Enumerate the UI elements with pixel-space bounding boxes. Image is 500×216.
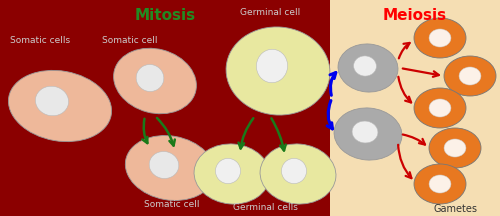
Ellipse shape xyxy=(334,108,402,160)
Ellipse shape xyxy=(8,70,112,142)
Ellipse shape xyxy=(260,144,336,204)
Ellipse shape xyxy=(459,67,481,85)
Ellipse shape xyxy=(36,86,68,116)
Ellipse shape xyxy=(226,27,330,115)
Ellipse shape xyxy=(352,121,378,143)
Ellipse shape xyxy=(414,18,466,58)
Ellipse shape xyxy=(126,135,214,200)
Ellipse shape xyxy=(216,158,240,184)
Ellipse shape xyxy=(256,49,288,83)
Text: Mitosis: Mitosis xyxy=(134,8,196,23)
Ellipse shape xyxy=(338,44,398,92)
Ellipse shape xyxy=(194,144,270,204)
Ellipse shape xyxy=(149,151,179,178)
Ellipse shape xyxy=(429,29,451,47)
Text: Gametes: Gametes xyxy=(433,204,477,214)
Text: Germinal cells: Germinal cells xyxy=(232,203,298,212)
Ellipse shape xyxy=(136,65,164,91)
Ellipse shape xyxy=(444,56,496,96)
Ellipse shape xyxy=(444,139,466,157)
Ellipse shape xyxy=(429,175,451,193)
Bar xyxy=(330,0,500,216)
Bar xyxy=(0,0,330,216)
Ellipse shape xyxy=(429,128,481,168)
Text: Somatic cells: Somatic cells xyxy=(10,36,70,45)
Text: Somatic cell: Somatic cell xyxy=(144,200,200,209)
Ellipse shape xyxy=(354,56,376,76)
Text: Somatic cell: Somatic cell xyxy=(102,36,158,45)
Ellipse shape xyxy=(282,158,306,184)
Text: Germinal cell: Germinal cell xyxy=(240,8,300,17)
Ellipse shape xyxy=(429,99,451,117)
Text: Meiosis: Meiosis xyxy=(383,8,447,23)
Ellipse shape xyxy=(114,48,196,114)
Ellipse shape xyxy=(414,88,466,128)
Ellipse shape xyxy=(414,164,466,204)
